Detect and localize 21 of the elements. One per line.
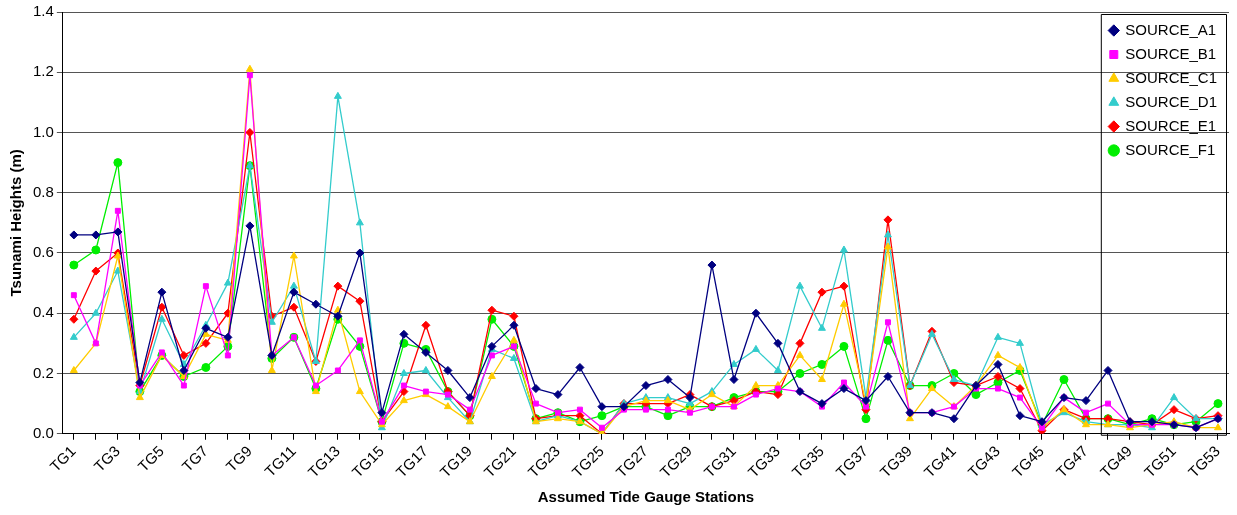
x-tick-label: TG7 (178, 442, 211, 475)
y-tick-label: 1.4 (32, 2, 54, 20)
y-tick-label: 1.2 (32, 62, 54, 80)
y-tick-label: 0.2 (32, 363, 54, 381)
y-axis-title: Tsunami Heights (m) (7, 149, 25, 297)
y-tick-label: 0.0 (32, 423, 54, 441)
x-axis-title: Assumed Tide Gauge Stations (537, 488, 755, 506)
y-tick-label: 0.4 (32, 303, 54, 321)
legend-label: SOURCE_B1 (1125, 44, 1217, 62)
legend-label: SOURCE_E1 (1125, 116, 1217, 134)
x-tick-label: TG9 (222, 442, 255, 475)
x-tick-label: TG3 (90, 442, 123, 475)
y-tick-label: 0.8 (32, 182, 54, 200)
y-tick-label: 1.0 (32, 122, 54, 140)
legend-label: SOURCE_D1 (1125, 92, 1218, 110)
y-tick-label: 0.6 (32, 243, 54, 261)
x-tick-label: TG5 (134, 442, 167, 475)
legend-label: SOURCE_A1 (1125, 20, 1217, 38)
legend-label: SOURCE_F1 (1125, 140, 1216, 158)
x-tick-label: TG1 (46, 442, 79, 475)
legend-label: SOURCE_C1 (1125, 68, 1218, 86)
